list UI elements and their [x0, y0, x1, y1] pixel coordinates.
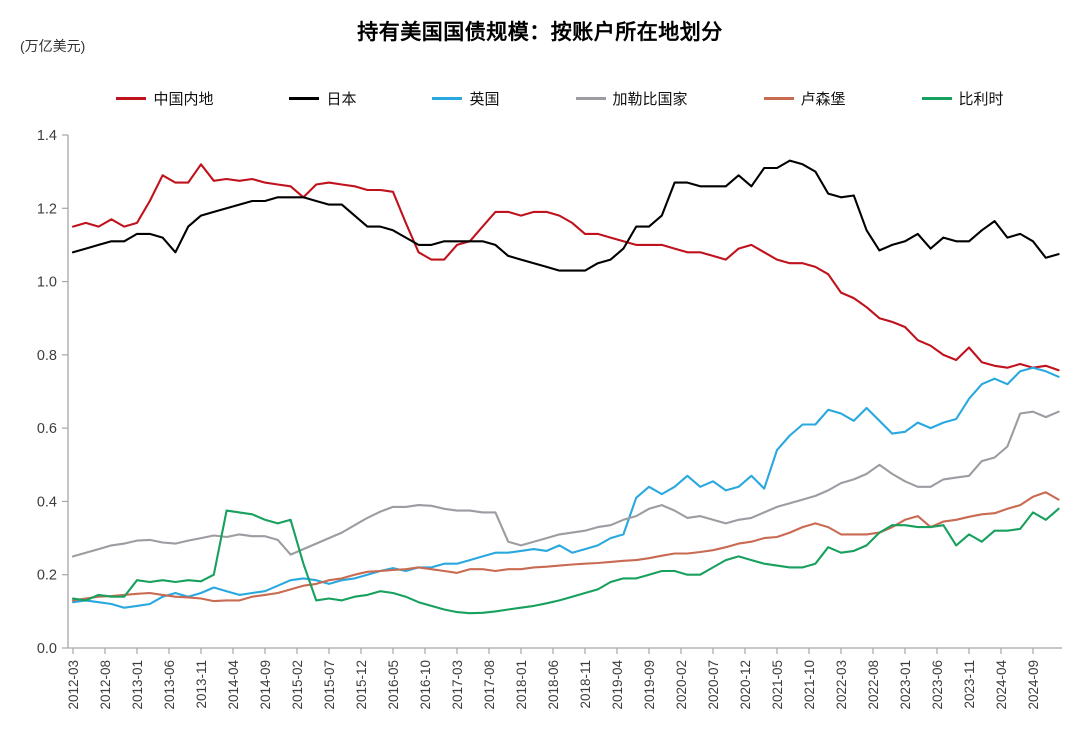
legend-item-3: 英国 — [432, 88, 500, 109]
legend: 中国内地 日本 英国 加勒比国家 卢森堡 比利时 — [55, 88, 1065, 109]
legend-label: 英国 — [469, 91, 500, 108]
y-tick-label: 1.4 — [37, 128, 57, 144]
x-tick-label: 2017-03 — [450, 660, 465, 710]
x-tick-label: 2021-05 — [770, 660, 785, 710]
x-tick-label: 2018-11 — [578, 660, 593, 709]
y-tick-label: 0.0 — [37, 641, 57, 657]
x-tick-label: 2017-08 — [482, 660, 497, 710]
x-tick-label: 2014-09 — [258, 660, 273, 710]
legend-item-1: 中国内地 — [116, 88, 213, 109]
legend-label: 比利时 — [958, 91, 1004, 108]
x-tick-label: 2012-03 — [66, 660, 81, 710]
legend-label: 加勒比国家 — [612, 91, 688, 108]
x-tick-label: 2023-06 — [930, 660, 945, 710]
x-tick-label: 2020-07 — [706, 660, 721, 710]
legend-swatch — [763, 97, 794, 100]
x-tick-label: 2020-12 — [738, 660, 753, 710]
y-axis-unit-label: (万亿美元) — [20, 38, 86, 54]
x-tick-label: 2015-02 — [290, 660, 305, 710]
legend-item-6: 比利时 — [921, 88, 1004, 109]
legend-swatch — [116, 97, 147, 100]
y-tick-label: 0.6 — [37, 421, 57, 437]
x-tick-label: 2019-09 — [642, 660, 657, 710]
x-tick-label: 2015-12 — [354, 660, 369, 710]
x-tick-label: 2018-01 — [514, 660, 529, 710]
y-tick-label: 1.0 — [37, 275, 57, 291]
x-tick-label: 2016-05 — [386, 660, 401, 710]
x-tick-label: 2015-07 — [322, 660, 337, 710]
series-line-英国 — [71, 366, 1060, 609]
series-line-中国内地 — [71, 163, 1060, 372]
x-tick-label: 2013-06 — [162, 660, 177, 710]
y-tick-label: 0.4 — [37, 494, 57, 510]
x-tick-label: 2022-03 — [834, 660, 849, 710]
x-tick-label: 2021-10 — [802, 660, 817, 710]
y-tick-label: 1.2 — [37, 201, 57, 217]
legend-item-4: 加勒比国家 — [575, 88, 688, 109]
series-line-卢森堡 — [71, 491, 1060, 603]
series-line-比利时 — [71, 507, 1060, 615]
x-tick-label: 2024-09 — [1026, 660, 1041, 710]
legend-swatch — [432, 97, 463, 100]
legend-item-5: 卢森堡 — [763, 88, 846, 109]
legend-label: 中国内地 — [153, 91, 214, 108]
x-tick-label: 2012-08 — [98, 660, 113, 710]
x-tick-label: 2019-04 — [610, 660, 625, 710]
x-tick-label: 2020-02 — [674, 660, 689, 710]
x-tick-label: 2014-04 — [226, 660, 241, 710]
y-tick-label: 0.2 — [37, 568, 57, 584]
x-tick-label: 2018-06 — [546, 660, 561, 710]
x-tick-label: 2022-08 — [866, 660, 881, 710]
x-tick-label: 2016-10 — [418, 660, 433, 710]
legend-swatch — [575, 97, 606, 100]
x-tick-label: 2013-01 — [130, 660, 145, 710]
x-tick-label: 2013-11 — [194, 660, 209, 709]
x-tick-label: 2023-11 — [962, 660, 977, 709]
series-line-加勒比国家 — [71, 410, 1060, 558]
x-tick-label: 2024-04 — [994, 660, 1009, 710]
chart-title: 持有美国国债规模：按账户所在地划分 — [357, 21, 723, 44]
x-tick-label: 2023-01 — [898, 660, 913, 710]
legend-swatch — [289, 97, 320, 100]
series-line-日本 — [71, 159, 1060, 272]
legend-item-2: 日本 — [289, 88, 356, 109]
legend-label: 日本 — [326, 91, 357, 108]
legend-label: 卢森堡 — [800, 91, 846, 108]
y-tick-label: 0.8 — [37, 348, 57, 364]
legend-swatch — [921, 97, 952, 100]
